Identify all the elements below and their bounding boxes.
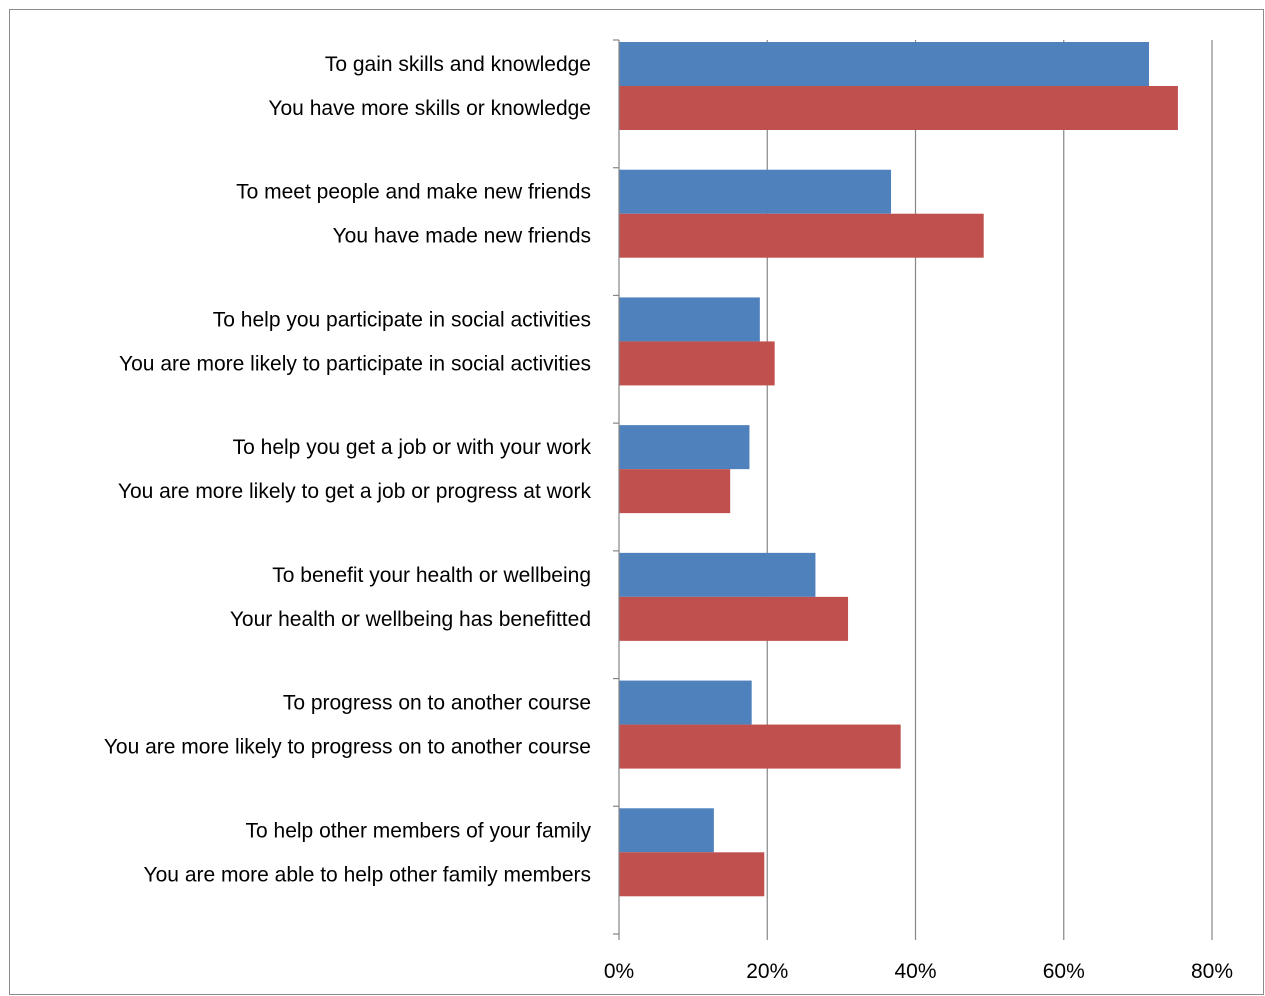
category-label-6-2: You are more likely to progress on to an… <box>104 736 591 759</box>
bar-3-blue <box>619 297 760 342</box>
category-label-5-1: To benefit your health or wellbeing <box>272 564 591 587</box>
category-label-3-2: You are more likely to participate in so… <box>119 352 591 375</box>
category-label-2-2: You have made new friends <box>333 225 591 248</box>
category-label-3-1: To help you participate in social activi… <box>213 308 591 331</box>
bars <box>619 42 1178 897</box>
category-label-1-2: You have more skills or knowledge <box>268 97 591 120</box>
category-labels: To gain skills and knowledge You have mor… <box>104 53 592 886</box>
bar-1-blue <box>619 42 1149 86</box>
bar-5-red <box>619 596 849 641</box>
category-label-4-1: To help you get a job or with your work <box>233 436 592 459</box>
bar-6-blue <box>619 680 752 725</box>
bar-2-red <box>619 213 984 258</box>
y-axis <box>613 39 1213 940</box>
category-label-7-2: You are more able to help other family m… <box>144 863 591 886</box>
x-tick-label-0: 0% <box>604 960 634 983</box>
bar-4-blue <box>619 425 750 470</box>
bar-6-red <box>619 724 901 769</box>
bar-4-red <box>619 469 731 514</box>
category-label-7-1: To help other members of your family <box>246 819 592 842</box>
bar-7-red <box>619 852 765 897</box>
x-tick-labels: 0% 20% 40% 60% 80% <box>604 960 1233 983</box>
x-tick-label-40: 40% <box>894 960 936 983</box>
bar-2-blue <box>619 169 892 214</box>
bar-1-red <box>619 86 1178 130</box>
x-tick-label-60: 60% <box>1043 960 1085 983</box>
category-label-5-2: Your health or wellbeing has benefitted <box>230 608 591 631</box>
category-label-4-2: You are more likely to get a job or prog… <box>118 480 592 503</box>
x-tick-label-20: 20% <box>746 960 788 983</box>
category-label-2-1: To meet people and make new friends <box>236 181 591 204</box>
bar-5-blue <box>619 552 816 597</box>
bar-3-red <box>619 341 775 386</box>
bar-7-blue <box>619 808 714 853</box>
category-label-6-1: To progress on to another course <box>283 692 591 715</box>
category-label-1-1: To gain skills and knowledge <box>325 53 591 76</box>
x-tick-label-80: 80% <box>1191 960 1233 983</box>
